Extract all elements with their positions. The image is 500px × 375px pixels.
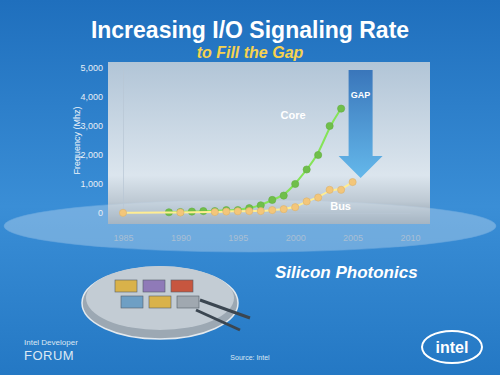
x-tick-label: 1985 xyxy=(113,233,133,243)
y-tick-label: 3,000 xyxy=(80,121,103,131)
x-tick: 2000 xyxy=(286,213,306,243)
data-point xyxy=(257,207,264,214)
x-tick: 2005 xyxy=(343,213,363,243)
data-point xyxy=(292,180,299,187)
data-point xyxy=(326,122,333,129)
data-point xyxy=(338,105,345,112)
y-tick: 5,000 xyxy=(80,63,123,73)
data-point xyxy=(211,207,218,214)
data-point xyxy=(211,208,218,215)
chip xyxy=(143,280,165,292)
data-point xyxy=(280,206,287,213)
data-point xyxy=(292,204,299,211)
data-point xyxy=(326,186,333,193)
series-label: Core xyxy=(281,109,306,121)
data-point xyxy=(338,186,345,193)
data-point xyxy=(177,208,184,215)
data-point xyxy=(269,207,276,214)
plot-area xyxy=(119,105,356,216)
y-tick: 2,000 xyxy=(80,150,123,160)
series-label: Bus xyxy=(330,200,351,212)
heading: Silicon Photonics xyxy=(275,263,418,282)
chip xyxy=(115,280,137,292)
data-point xyxy=(315,151,322,158)
subtitle: to Fill the Gap xyxy=(197,44,304,61)
x-tick-label: 1995 xyxy=(228,233,248,243)
data-point xyxy=(303,198,310,205)
wafer-top xyxy=(86,266,234,330)
x-tick: 2010 xyxy=(400,213,420,243)
y-tick-label: 0 xyxy=(98,208,103,218)
x-tick: 1985 xyxy=(113,213,133,243)
x-tick-label: 2005 xyxy=(343,233,363,243)
y-axis: 0 1,000 2,000 3,000 4,000 5,000 xyxy=(80,63,123,218)
floor-ellipse xyxy=(4,200,496,252)
logo-ring xyxy=(422,331,482,363)
x-tick: 1995 xyxy=(228,213,248,243)
wafer xyxy=(82,267,238,339)
trend-line xyxy=(169,109,341,213)
data-point xyxy=(177,209,184,216)
annotation: GAP xyxy=(351,90,371,100)
data-point xyxy=(315,194,322,201)
slide: Increasing I/O Signaling Rateto Fill the… xyxy=(0,0,500,375)
chip xyxy=(149,296,171,308)
data-point xyxy=(200,207,207,214)
data-point xyxy=(280,192,287,199)
wafer-illustration xyxy=(82,266,250,339)
source: Source: Intel xyxy=(230,354,270,361)
y-axis-line xyxy=(123,69,124,214)
y-tick-label: 2,000 xyxy=(80,150,103,160)
y-tick-label: 4,000 xyxy=(80,92,103,102)
data-point xyxy=(223,208,230,215)
plot-panel xyxy=(108,62,430,224)
fiber xyxy=(196,310,240,330)
x-tick-label: 2000 xyxy=(286,233,306,243)
y-tick: 1,000 xyxy=(80,179,123,189)
y-tick-label: 1,000 xyxy=(80,179,103,189)
footer-line: Intel Developer xyxy=(24,338,78,347)
background xyxy=(0,0,500,375)
logo: intel xyxy=(436,339,469,356)
chip xyxy=(121,296,143,308)
data-point xyxy=(119,209,126,216)
y-tick: 4,000 xyxy=(80,92,123,102)
y-axis-title: Frequency (Mhz) xyxy=(72,106,82,174)
y-tick: 3,000 xyxy=(80,121,123,131)
gap-arrow xyxy=(339,70,383,178)
data-point xyxy=(246,207,253,214)
x-tick: 1990 xyxy=(171,213,191,243)
data-point xyxy=(303,166,310,173)
x-axis: 1985 1990 1995 2000 2005 2010 xyxy=(113,213,420,243)
x-tick-label: 2010 xyxy=(400,233,420,243)
data-point xyxy=(349,178,356,185)
y-tick-label: 5,000 xyxy=(80,63,103,73)
chip xyxy=(171,280,193,292)
x-tick-label: 1990 xyxy=(171,233,191,243)
title: Increasing I/O Signaling Rate xyxy=(91,17,409,43)
data-point xyxy=(269,196,276,203)
footer-line: FORUM xyxy=(24,348,74,363)
chip xyxy=(177,296,199,308)
data-point xyxy=(234,208,241,215)
